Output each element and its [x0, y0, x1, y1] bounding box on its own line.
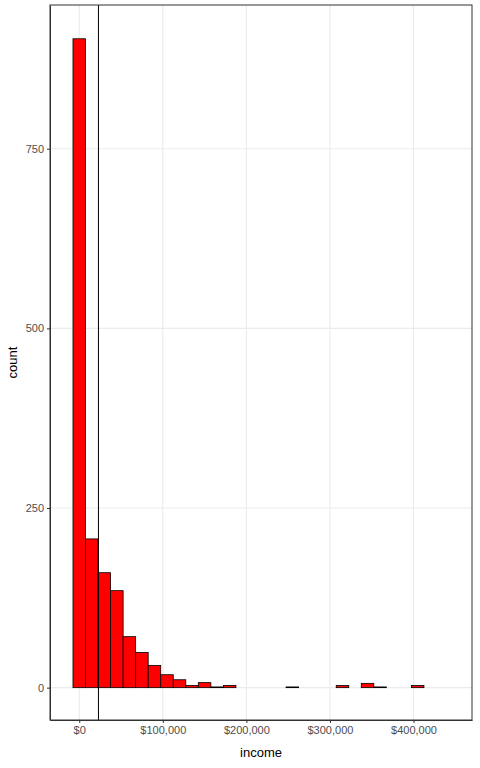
bar [286, 686, 299, 688]
bar [299, 687, 312, 688]
tick: $200,000 [224, 720, 270, 736]
bar [123, 637, 136, 688]
bar [361, 683, 374, 687]
grid-line [50, 507, 472, 508]
panel-border [50, 5, 472, 720]
bar [324, 687, 337, 688]
tick: $400,000 [391, 720, 437, 736]
bar [386, 687, 399, 688]
bar [173, 680, 186, 688]
grid-line [162, 5, 163, 720]
tick: 500 [26, 322, 50, 334]
tick-label: $0 [74, 724, 86, 736]
bar [98, 573, 111, 688]
grid-line [329, 5, 330, 720]
grid-line [246, 5, 247, 720]
bar [223, 686, 236, 688]
bar [248, 687, 261, 688]
bar [236, 687, 249, 688]
plot-area [73, 5, 424, 720]
bar [111, 591, 124, 688]
bar [336, 686, 349, 688]
grid-line [413, 5, 414, 720]
tick-label: 250 [26, 502, 44, 514]
chart: $0 $100,000 $200,000 $300,000 $400,000 0 250 50… [0, 0, 480, 768]
bar [424, 687, 437, 688]
plot-background [50, 5, 472, 720]
x-axis: $0 $100,000 $200,000 $300,000 $400,000 [51, 720, 473, 736]
x-axis-title: income [240, 745, 282, 760]
bar [411, 686, 424, 688]
bar [274, 687, 287, 688]
y-axis-title: count [5, 346, 20, 378]
bar [73, 39, 86, 688]
tick: 0 [38, 682, 50, 694]
bar [136, 652, 149, 687]
tick-label: 500 [26, 322, 44, 334]
tick-label: $200,000 [224, 724, 270, 736]
tick-label: $400,000 [391, 724, 437, 736]
y-axis: 0 250 500 750 [26, 6, 51, 721]
tick-label: $300,000 [307, 724, 353, 736]
reference-line [98, 5, 99, 720]
tick: $300,000 [307, 720, 353, 736]
tick: 250 [26, 502, 50, 514]
bar [211, 686, 224, 688]
tick: $100,000 [140, 720, 186, 736]
bar [349, 687, 362, 688]
bar [374, 686, 387, 688]
tick-label: 0 [38, 682, 44, 694]
tick-label: 750 [26, 143, 44, 155]
tick: $0 [74, 720, 86, 736]
bar [186, 686, 199, 688]
bar [311, 687, 324, 688]
bar [436, 687, 449, 688]
grid [50, 5, 472, 720]
bar [261, 687, 274, 688]
tick: 750 [26, 143, 50, 155]
tick-label: $100,000 [140, 724, 186, 736]
bar [198, 683, 211, 688]
grid-line [50, 148, 472, 149]
grid-line [50, 328, 472, 329]
bar [86, 539, 99, 688]
bar [161, 675, 174, 688]
bar [399, 687, 412, 688]
bar [148, 665, 161, 687]
